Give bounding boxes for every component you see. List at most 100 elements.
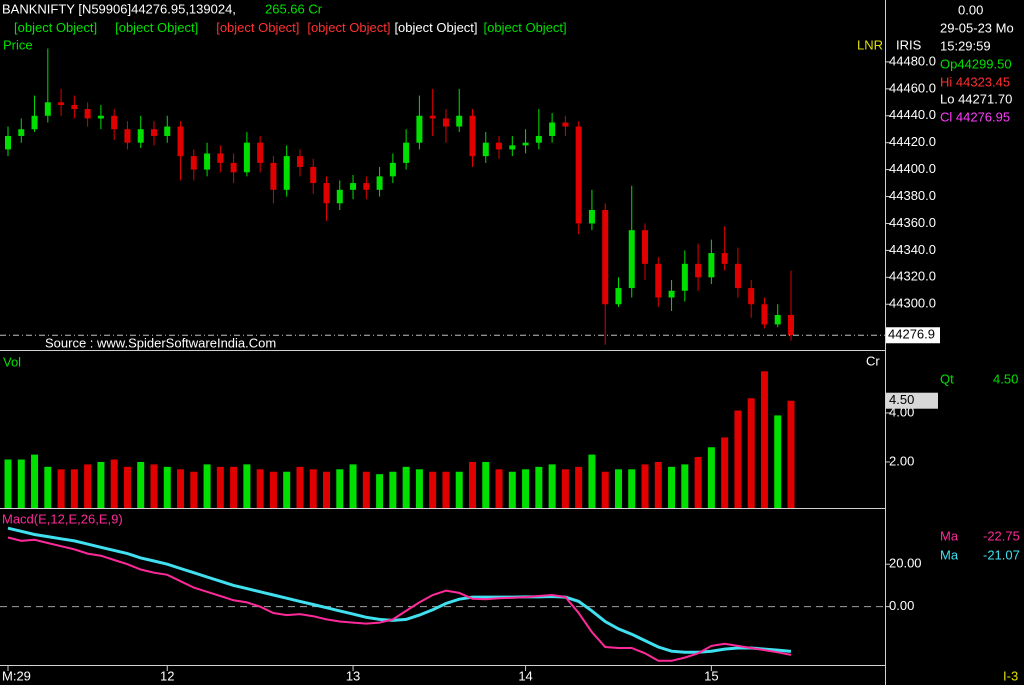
candle-body <box>734 263 741 289</box>
quote-part: [object Object] <box>484 20 567 35</box>
volume-bar <box>455 471 463 508</box>
candle-body <box>681 263 688 291</box>
candle-body <box>761 304 768 325</box>
volume-bar <box>70 469 78 508</box>
y-tick-label: 2.00 <box>889 453 914 468</box>
candle-body <box>602 210 609 305</box>
volume-bar <box>4 459 12 508</box>
candle-body <box>389 162 396 177</box>
candle-body <box>549 122 556 136</box>
candle-body <box>58 102 65 105</box>
candle-body <box>655 263 662 298</box>
volume-bar <box>216 466 224 508</box>
volume-bar <box>362 471 370 508</box>
candle-body <box>774 315 781 325</box>
volume-bar <box>283 471 291 508</box>
side-high: Hi 44323.45 <box>940 74 1010 89</box>
volume-bar <box>150 464 158 508</box>
candle-body <box>788 315 794 336</box>
y-tick-label: 44340.0 <box>889 242 936 257</box>
volume-bar <box>787 400 795 508</box>
candle-body <box>668 290 675 298</box>
quote-part: [object Object] <box>216 20 299 35</box>
volume-bar <box>628 469 636 508</box>
macd-line <box>7 526 792 654</box>
volume-bar <box>774 415 782 508</box>
volume-bar <box>389 471 397 508</box>
study-name: IRIS <box>896 37 922 52</box>
candle-body <box>137 129 144 143</box>
candle-body <box>509 145 516 150</box>
volume-bar <box>309 469 317 508</box>
candle-body <box>496 142 503 150</box>
header: BANKNIFTY [N59906]44276.95,139024, 265.6… <box>2 1 567 35</box>
candle-body <box>190 156 197 170</box>
side-ma-value: -22.75 <box>983 528 1020 543</box>
panel-title: Vol <box>3 354 21 369</box>
candle-body <box>71 105 78 110</box>
volume-bar <box>296 466 304 508</box>
y-tick-label: 44460.0 <box>889 80 936 95</box>
volume-bar <box>349 464 357 508</box>
side-ma-label: Ma <box>940 528 959 543</box>
candle-body <box>721 253 728 264</box>
candle-body <box>111 115 118 130</box>
volume-bar <box>575 466 583 508</box>
volume-bar <box>508 471 516 508</box>
candle-body <box>350 183 357 190</box>
volume-bar <box>17 459 25 508</box>
volume-bar <box>442 471 450 508</box>
side-low: Lo 44271.70 <box>940 91 1012 106</box>
x-tick-label: M:29 <box>2 668 31 683</box>
volume-bar <box>402 466 410 508</box>
volume-bar <box>548 464 556 508</box>
volume-bar <box>137 461 145 508</box>
quote-part: [object Object] <box>394 20 477 35</box>
volume-bar <box>190 471 198 508</box>
last-volume-label: 4.50 <box>889 392 914 407</box>
volume-bar <box>588 454 596 508</box>
side-ma-label: Ma <box>940 547 959 562</box>
y-tick-label: 44360.0 <box>889 215 936 230</box>
volume-bar <box>734 410 742 508</box>
candle-body <box>150 129 157 136</box>
candle-body <box>164 126 171 136</box>
side-time: 15:29:59 <box>940 38 991 53</box>
volume-bar <box>177 469 185 508</box>
header-change: 265.66 Cr <box>265 1 323 16</box>
volume-bar <box>110 459 118 508</box>
volume-bar <box>230 466 238 508</box>
study-name: LNR <box>857 37 883 52</box>
candle-body <box>18 129 25 136</box>
y-tick-label: 44440.0 <box>889 107 936 122</box>
candle-body <box>296 156 303 167</box>
candle-body <box>482 142 489 157</box>
volume-bar <box>84 464 92 508</box>
candle-body <box>323 183 330 204</box>
candle-body <box>204 153 211 170</box>
candle-body <box>403 142 410 163</box>
candle-body <box>5 135 11 150</box>
y-tick-label: 44380.0 <box>889 188 936 203</box>
x-tick-label: 13 <box>346 668 360 683</box>
unit-label: Cr <box>866 353 880 368</box>
volume-bar <box>681 464 689 508</box>
volume-bar <box>760 371 768 508</box>
candle-body <box>31 115 38 130</box>
y-tick-label: 0.00 <box>889 598 914 613</box>
volume-bar <box>336 469 344 508</box>
candle-body <box>708 253 715 278</box>
candle-body <box>44 102 51 116</box>
volume-bar <box>601 471 609 508</box>
candle-body <box>628 230 635 289</box>
side-ma-value: -21.07 <box>983 547 1020 562</box>
quote-part: [object Object] <box>14 20 97 35</box>
candle-body <box>243 142 250 173</box>
source-note: Source : www.SpiderSoftwareIndia.Com <box>45 335 276 350</box>
volume-bar <box>747 398 755 508</box>
side-panel: 0.00 29-05-23 Mo 15:29:59 LNR IRIS Op442… <box>857 2 1020 683</box>
candle-body <box>84 109 91 119</box>
x-tick-label: 15 <box>704 668 718 683</box>
